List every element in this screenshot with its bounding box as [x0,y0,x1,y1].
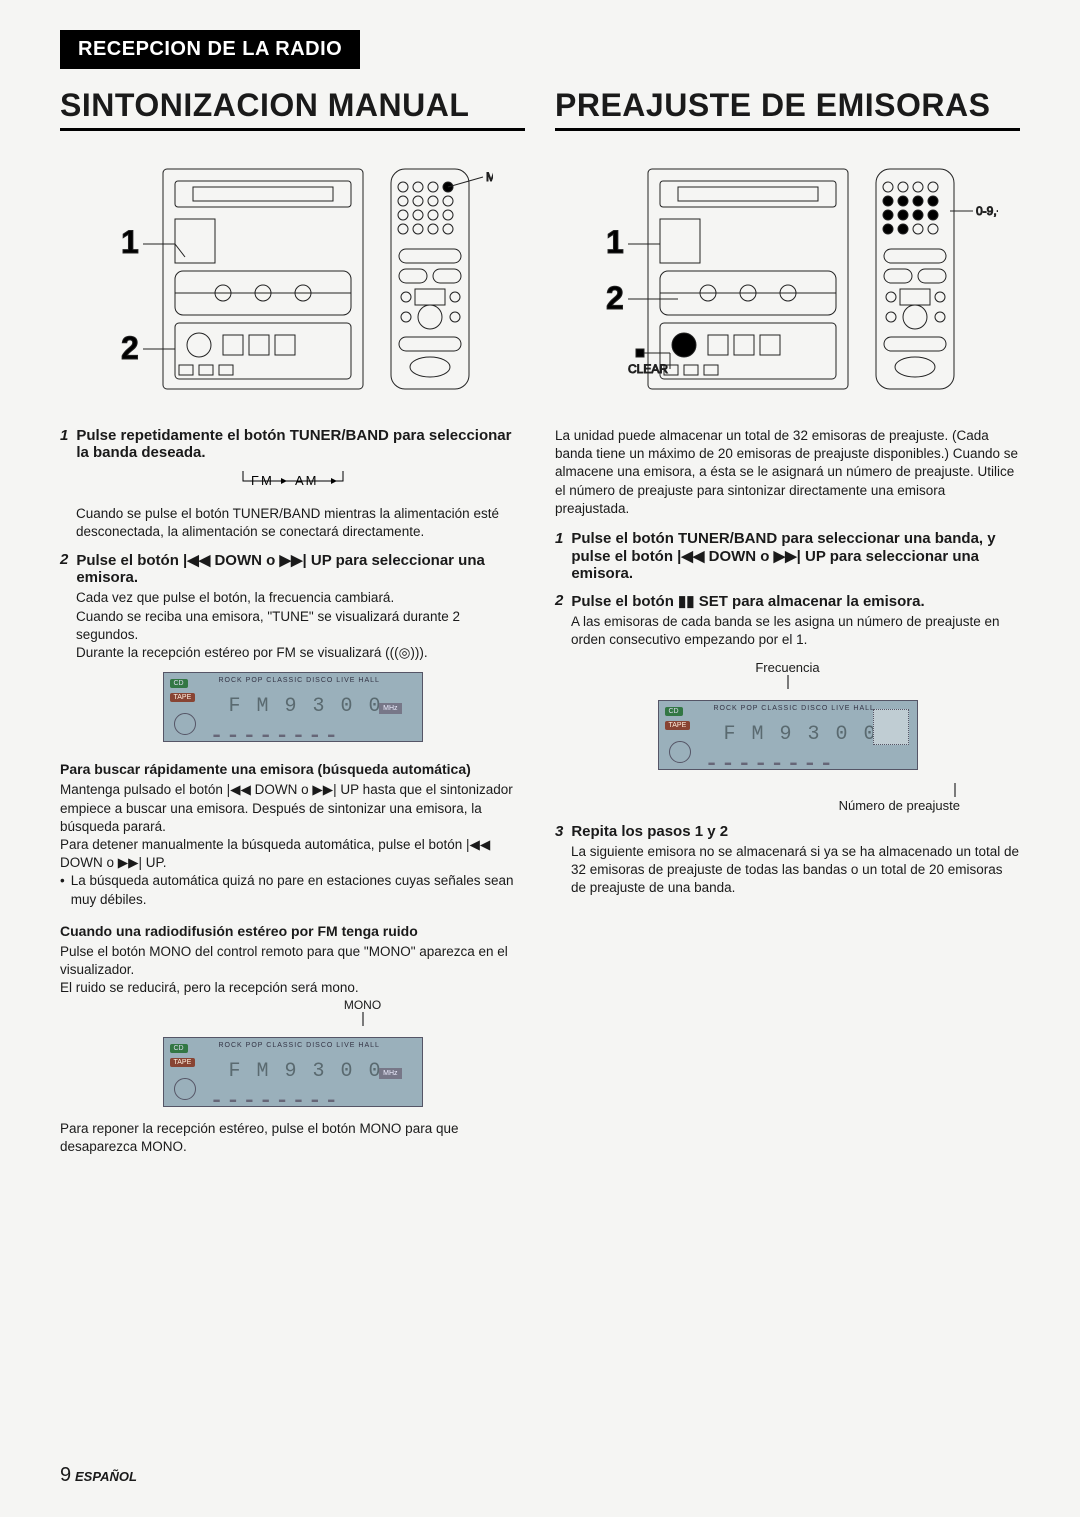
step-title: Pulse repetidamente el botón TUNER/BAND … [76,427,525,461]
left-diagram: MONO 1 2 [60,149,525,409]
left-step-1: 1 Pulse repetidamente el botón TUNER/BAN… [60,427,525,541]
restore-text: Para reponer la recepción estéreo, pulse… [60,1120,525,1156]
right-title: PREAJUSTE DE EMISORAS [555,87,1020,131]
step-number: 1 [60,427,68,461]
svg-text:2: 2 [606,280,624,316]
page-number: 9 [60,1464,71,1486]
right-intro: La unidad puede almacenar un total de 32… [555,427,1020,518]
step-number: 3 [555,823,563,840]
right-step-2: 2 Pulse el botón ▮▮ SET para almacenar l… [555,592,1020,649]
frequency-pointer-label: Frecuencia [555,660,1020,692]
svg-text:AM: AM [295,473,319,488]
mono-label-pointer: MONO [200,998,525,1029]
right-diagram: 0-9,+10 1 2 CLEAR [555,149,1020,409]
step-body: Cuando se pulse el botón TUNER/BAND mien… [76,505,525,541]
svg-text:0-9,+10: 0-9,+10 [976,204,998,218]
auto-search-body: Para detener manualmente la búsqueda aut… [60,836,525,872]
section-header: RECEPCION DE LA RADIO [60,30,360,69]
svg-text:1: 1 [121,224,139,260]
svg-text:1: 1 [606,224,624,260]
svg-text:2: 2 [121,330,139,366]
step-title: Pulse el botón |◀◀ DOWN o ▶▶| UP para se… [76,551,525,586]
lcd-display-2: CD TAPE ROCK POP CLASSIC DISCO LIVE HALL… [60,1037,525,1112]
svg-text:CLEAR: CLEAR [628,362,668,376]
right-column: PREAJUSTE DE EMISORAS [555,87,1020,1156]
step-body-line: Durante la recepción estéreo por FM se v… [76,644,525,662]
noise-title: Cuando una radiodifusión estéreo por FM … [60,923,525,939]
preset-pointer-label: Número de preajuste [555,783,1020,813]
fm-am-cycle: FM AM [60,467,525,497]
lcd-display-1: CD TAPE ROCK POP CLASSIC DISCO LIVE HALL… [60,672,525,747]
step-title: Repita los pasos 1 y 2 [571,823,728,840]
left-column: SINTONIZACION MANUAL [60,87,525,1156]
svg-text:FM: FM [251,473,274,488]
lcd-display-right: CD TAPE ROCK POP CLASSIC DISCO LIVE HALL… [555,700,1020,775]
right-step-3: 3 Repita los pasos 1 y 2 La siguiente em… [555,823,1020,898]
step-number: 1 [555,530,563,582]
auto-search-body: Mantenga pulsado el botón |◀◀ DOWN o ▶▶|… [60,781,525,836]
step-body: La siguiente emisora no se almacenará si… [571,843,1020,898]
step-body-line: Cuando se reciba una emisora, "TUNE" se … [76,608,525,644]
auto-search-bullet: La búsqueda automática quizá no pare en … [60,872,525,908]
page-language: ESPAÑOL [75,1469,137,1484]
svg-text:MONO: MONO [486,170,493,184]
step-body: A las emisoras de cada banda se les asig… [571,613,1020,649]
step-number: 2 [60,551,68,586]
page-footer: 9 ESPAÑOL [60,1464,137,1487]
noise-body: Pulse el botón MONO del control remoto p… [60,943,525,979]
right-step-1: 1 Pulse el botón TUNER/BAND para selecci… [555,530,1020,582]
auto-search-title: Para buscar rápidamente una emisora (bús… [60,761,525,777]
step-title: Pulse el botón ▮▮ SET para almacenar la … [571,592,924,610]
left-title: SINTONIZACION MANUAL [60,87,525,131]
step-body-line: Cada vez que pulse el botón, la frecuenc… [76,589,525,607]
step-title: Pulse el botón TUNER/BAND para seleccion… [571,530,1020,582]
noise-body: El ruido se reducirá, pero la recepción … [60,979,525,997]
step-number: 2 [555,592,563,610]
left-step-2: 2 Pulse el botón |◀◀ DOWN o ▶▶| UP para … [60,551,525,662]
